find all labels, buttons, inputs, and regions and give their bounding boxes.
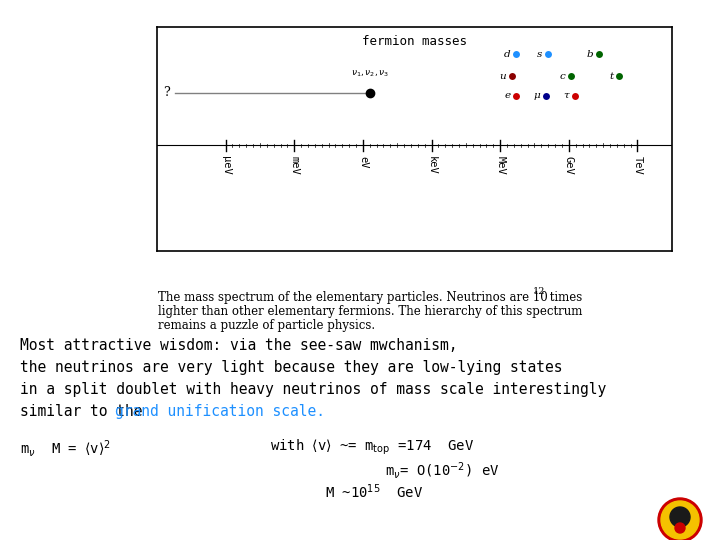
- Circle shape: [675, 523, 685, 533]
- Text: remains a puzzle of particle physics.: remains a puzzle of particle physics.: [158, 319, 375, 332]
- Text: s: s: [537, 50, 542, 59]
- Text: M ~10$^{15}$  GeV: M ~10$^{15}$ GeV: [325, 482, 423, 501]
- Text: τ: τ: [563, 91, 569, 100]
- Text: GeV: GeV: [564, 156, 574, 175]
- Text: t: t: [609, 72, 613, 81]
- Text: with $\langle$v$\rangle$ ~= m$_{\rm top}$ =174  GeV: with $\langle$v$\rangle$ ~= m$_{\rm top}…: [270, 438, 474, 457]
- Text: fermion masses: fermion masses: [362, 35, 467, 48]
- Text: Most attractive wisdom: via the see-saw mwchanism,: Most attractive wisdom: via the see-saw …: [20, 338, 457, 353]
- Text: similar to the: similar to the: [20, 404, 151, 419]
- Text: m$_\nu$= O(10$^{-2}$) eV: m$_\nu$= O(10$^{-2}$) eV: [385, 460, 500, 481]
- Text: in a split doublet with heavy neutrinos of mass scale interestingly: in a split doublet with heavy neutrinos …: [20, 382, 606, 397]
- Text: m$_\nu$  M = $\langle$v$\rangle$$^2$: m$_\nu$ M = $\langle$v$\rangle$$^2$: [20, 438, 111, 459]
- Circle shape: [670, 507, 690, 527]
- Text: meV: meV: [289, 156, 300, 175]
- Text: 69: 69: [678, 530, 693, 540]
- Text: times: times: [546, 291, 582, 304]
- Text: e: e: [504, 91, 510, 100]
- Circle shape: [661, 501, 699, 539]
- Text: lighter than other elementary fermions. The hierarchy of this spectrum: lighter than other elementary fermions. …: [158, 305, 582, 318]
- Text: the neutrinos are very light because they are low-lying states: the neutrinos are very light because the…: [20, 360, 562, 375]
- Text: d: d: [504, 50, 510, 59]
- Text: μ: μ: [534, 91, 540, 100]
- Text: MeV: MeV: [495, 156, 505, 175]
- Text: TeV: TeV: [632, 156, 642, 175]
- Text: μeV: μeV: [220, 156, 230, 175]
- Text: b: b: [586, 50, 593, 59]
- Text: $\nu_1,\nu_2,\nu_3$: $\nu_1,\nu_2,\nu_3$: [351, 69, 389, 79]
- Text: eV: eV: [358, 156, 368, 168]
- Text: The mass spectrum of the elementary particles. Neutrinos are 10: The mass spectrum of the elementary part…: [158, 291, 548, 304]
- Text: grand unification scale.: grand unification scale.: [115, 404, 325, 419]
- Text: keV: keV: [426, 156, 436, 175]
- Text: c: c: [559, 72, 565, 81]
- Circle shape: [658, 498, 702, 540]
- Text: u: u: [499, 72, 506, 81]
- Text: 12: 12: [533, 287, 546, 296]
- Text: ?: ?: [163, 86, 169, 99]
